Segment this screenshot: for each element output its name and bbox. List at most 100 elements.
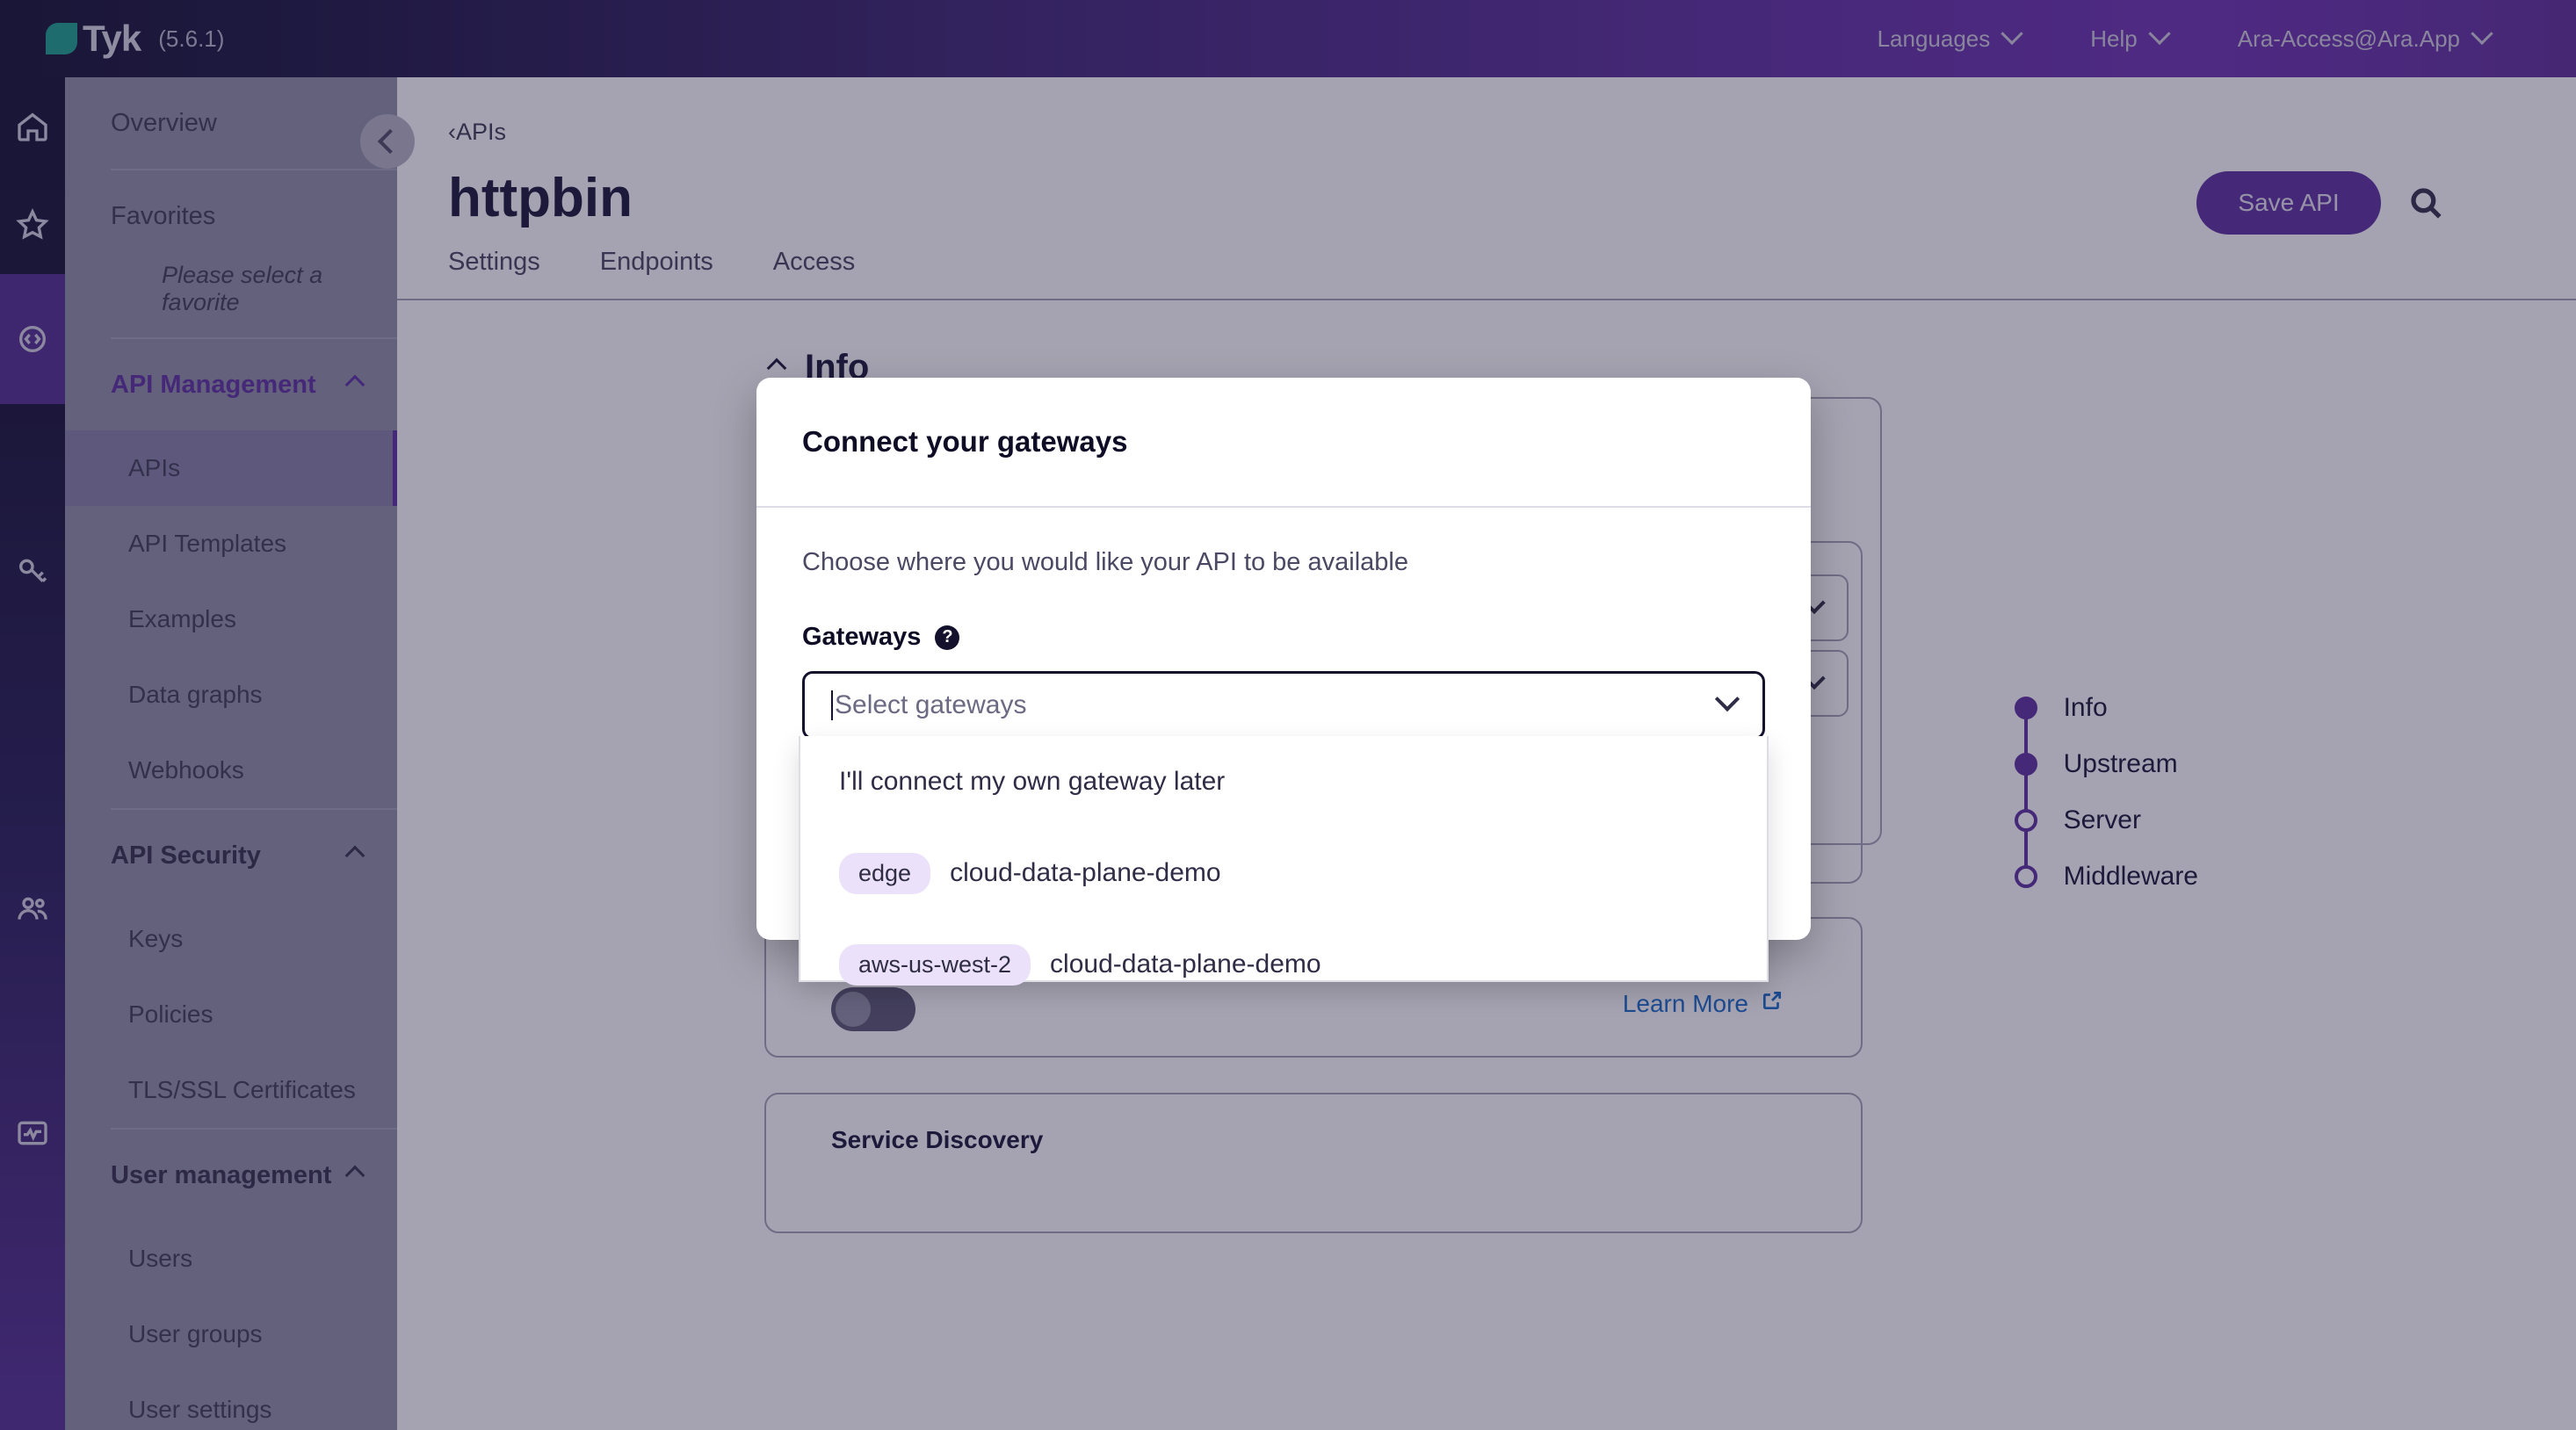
dropdown-option-aws-us-west-2-label: cloud-data-plane-demo bbox=[1050, 950, 1321, 979]
sidebar-divider bbox=[111, 1128, 397, 1130]
search-icon bbox=[2411, 188, 2442, 219]
tab-settings[interactable]: Settings bbox=[448, 248, 540, 276]
dropdown-option-edge[interactable]: edge cloud-data-plane-demo bbox=[800, 827, 1767, 919]
section-nav-dot-filled-icon bbox=[2014, 697, 2037, 719]
topnav-languages-label: Languages bbox=[1877, 25, 1991, 52]
modal-header: Connect your gateways bbox=[756, 378, 1811, 508]
section-nav-item-middleware[interactable]: Middleware bbox=[2014, 849, 2198, 905]
sidebar-item-apis[interactable]: APIs bbox=[65, 430, 397, 506]
dropdown-option-aws-us-west-2-badge: aws-us-west-2 bbox=[839, 943, 1031, 986]
sidebar-favorites-note: Please select a favorite bbox=[162, 262, 323, 315]
rail-item-api-management[interactable] bbox=[0, 274, 65, 404]
tab-endpoints[interactable]: Endpoints bbox=[599, 248, 713, 276]
sidebar-item-favorites[interactable]: Favorites bbox=[65, 170, 397, 262]
sidebar-item-users-label: Users bbox=[128, 1245, 193, 1272]
tab-access[interactable]: Access bbox=[772, 248, 856, 276]
rail-item-user-management[interactable] bbox=[0, 738, 65, 1080]
rate-limiting-toggle[interactable] bbox=[831, 987, 915, 1031]
dropdown-option-edge-badge: edge bbox=[839, 852, 931, 894]
modal-title: Connect your gateways bbox=[802, 425, 1128, 458]
tab-bar-divider bbox=[397, 299, 2576, 300]
gateways-select-placeholder: Select gateways bbox=[831, 690, 1026, 720]
sidebar-divider bbox=[111, 808, 397, 810]
service-discovery-label: Service Discovery bbox=[831, 1126, 1044, 1153]
gateways-label-row: Gateways ? bbox=[802, 623, 1765, 652]
key-icon bbox=[19, 559, 47, 582]
modal-subtitle: Choose where you would like your API to … bbox=[802, 548, 1408, 576]
sidebar-item-keys[interactable]: Keys bbox=[65, 901, 397, 977]
sidebar-group-api-management[interactable]: API Management bbox=[65, 339, 397, 430]
page-title: httpbin bbox=[448, 168, 633, 228]
section-nav-item-info[interactable]: Info bbox=[2014, 680, 2198, 736]
topnav-help[interactable]: Help bbox=[2055, 22, 2202, 53]
section-nav-item-server[interactable]: Server bbox=[2014, 792, 2198, 849]
sidebar-item-tls-ssl-certificates[interactable]: TLS/SSL Certificates bbox=[65, 1052, 397, 1128]
sidebar-item-overview[interactable]: Overview bbox=[65, 77, 397, 169]
breadcrumb[interactable]: ‹APIs bbox=[448, 119, 507, 145]
external-link-icon bbox=[1761, 989, 1784, 1018]
sidebar-item-policies-label: Policies bbox=[128, 1000, 213, 1028]
top-nav: Languages Help Ara-Access@Ara.App bbox=[1842, 22, 2576, 53]
topnav-account-label: Ara-Access@Ara.App bbox=[2237, 25, 2460, 52]
sidebar-item-overview-label: Overview bbox=[111, 108, 217, 137]
sidebar-item-webhooks[interactable]: Webhooks bbox=[65, 733, 397, 808]
help-icon[interactable]: ? bbox=[935, 625, 960, 650]
rail-item-api-security[interactable] bbox=[0, 404, 65, 738]
sidebar-group-api-management-label: API Management bbox=[111, 370, 316, 399]
sidebar-item-webhooks-label: Webhooks bbox=[128, 756, 244, 784]
sidebar-item-user-settings-label: User settings bbox=[128, 1396, 272, 1423]
section-nav-server-label: Server bbox=[2063, 805, 2141, 834]
sidebar-item-user-groups-label: User groups bbox=[128, 1320, 263, 1347]
sidebar-item-keys-label: Keys bbox=[128, 925, 184, 952]
sidebar-item-examples-label: Examples bbox=[128, 605, 236, 632]
save-api-button[interactable]: Save API bbox=[2196, 171, 2381, 235]
sidebar-item-tls-ssl-certificates-label: TLS/SSL Certificates bbox=[128, 1076, 356, 1103]
rail-item-home[interactable] bbox=[0, 77, 65, 176]
sidebar-item-data-graphs-label: Data graphs bbox=[128, 681, 263, 708]
learn-more-link[interactable]: Learn More bbox=[1623, 989, 1784, 1018]
section-nav-middleware-label: Middleware bbox=[2063, 862, 2198, 891]
sidebar-item-users[interactable]: Users bbox=[65, 1221, 397, 1296]
sidebar-item-examples[interactable]: Examples bbox=[65, 581, 397, 657]
sidebar-divider bbox=[111, 169, 397, 170]
sidebar-item-api-templates[interactable]: API Templates bbox=[65, 506, 397, 581]
sidebar-group-user-management[interactable]: User management bbox=[65, 1130, 397, 1221]
rail-item-favorites[interactable] bbox=[0, 176, 65, 274]
sidebar-group-api-security-label: API Security bbox=[111, 841, 261, 870]
search-button[interactable] bbox=[2407, 184, 2444, 226]
sidebar-item-favorites-label: Favorites bbox=[111, 201, 216, 230]
dropdown-option-aws-us-west-2[interactable]: aws-us-west-2 cloud-data-plane-demo bbox=[800, 919, 1767, 1010]
users-icon bbox=[18, 897, 47, 920]
section-nav-item-upstream[interactable]: Upstream bbox=[2014, 736, 2198, 792]
topnav-account[interactable]: Ara-Access@Ara.App bbox=[2203, 22, 2525, 53]
section-nav-upstream-label: Upstream bbox=[2063, 749, 2178, 778]
sidebar-collapse-button[interactable] bbox=[360, 114, 415, 169]
tab-bar: Settings Endpoints Access bbox=[448, 248, 855, 296]
modal-body: Choose where you would like your API to … bbox=[756, 508, 1811, 740]
sidebar-item-policies[interactable]: Policies bbox=[65, 977, 397, 1052]
logo-text: Tyk bbox=[83, 18, 141, 59]
section-nav-line bbox=[2023, 708, 2028, 880]
sidebar-item-user-settings[interactable]: User settings bbox=[65, 1372, 397, 1430]
rail-item-monitoring[interactable] bbox=[0, 1080, 65, 1186]
section-nav-dot-filled-icon bbox=[2014, 753, 2037, 776]
sidebar-item-data-graphs[interactable]: Data graphs bbox=[65, 657, 397, 733]
learn-more-label: Learn More bbox=[1622, 989, 1748, 1017]
logo[interactable]: Tyk (5.6.1) bbox=[0, 18, 224, 60]
sidebar-item-user-groups[interactable]: User groups bbox=[65, 1296, 397, 1372]
dropdown-option-connect-later[interactable]: I'll connect my own gateway later bbox=[800, 736, 1767, 827]
section-nav-info-label: Info bbox=[2063, 693, 2108, 722]
topnav-help-label: Help bbox=[2090, 25, 2138, 52]
gateways-select[interactable]: Select gateways bbox=[802, 671, 1765, 740]
sidebar: Overview Favorites Please select a favor… bbox=[65, 77, 397, 1430]
service-discovery-card: Service Discovery bbox=[764, 1093, 1863, 1233]
topnav-languages[interactable]: Languages bbox=[1842, 22, 2056, 53]
top-bar: Tyk (5.6.1) Languages Help Ara-Access@Ar… bbox=[0, 0, 2576, 77]
dropdown-option-connect-later-label: I'll connect my own gateway later bbox=[839, 767, 1226, 796]
star-icon bbox=[16, 208, 49, 240]
dropdown-option-edge-label: cloud-data-plane-demo bbox=[950, 858, 1221, 887]
sidebar-group-user-management-label: User management bbox=[111, 1160, 332, 1189]
sidebar-group-api-security[interactable]: API Security bbox=[65, 810, 397, 901]
sidebar-item-apis-label: APIs bbox=[128, 454, 181, 481]
sidebar-divider bbox=[111, 337, 397, 339]
